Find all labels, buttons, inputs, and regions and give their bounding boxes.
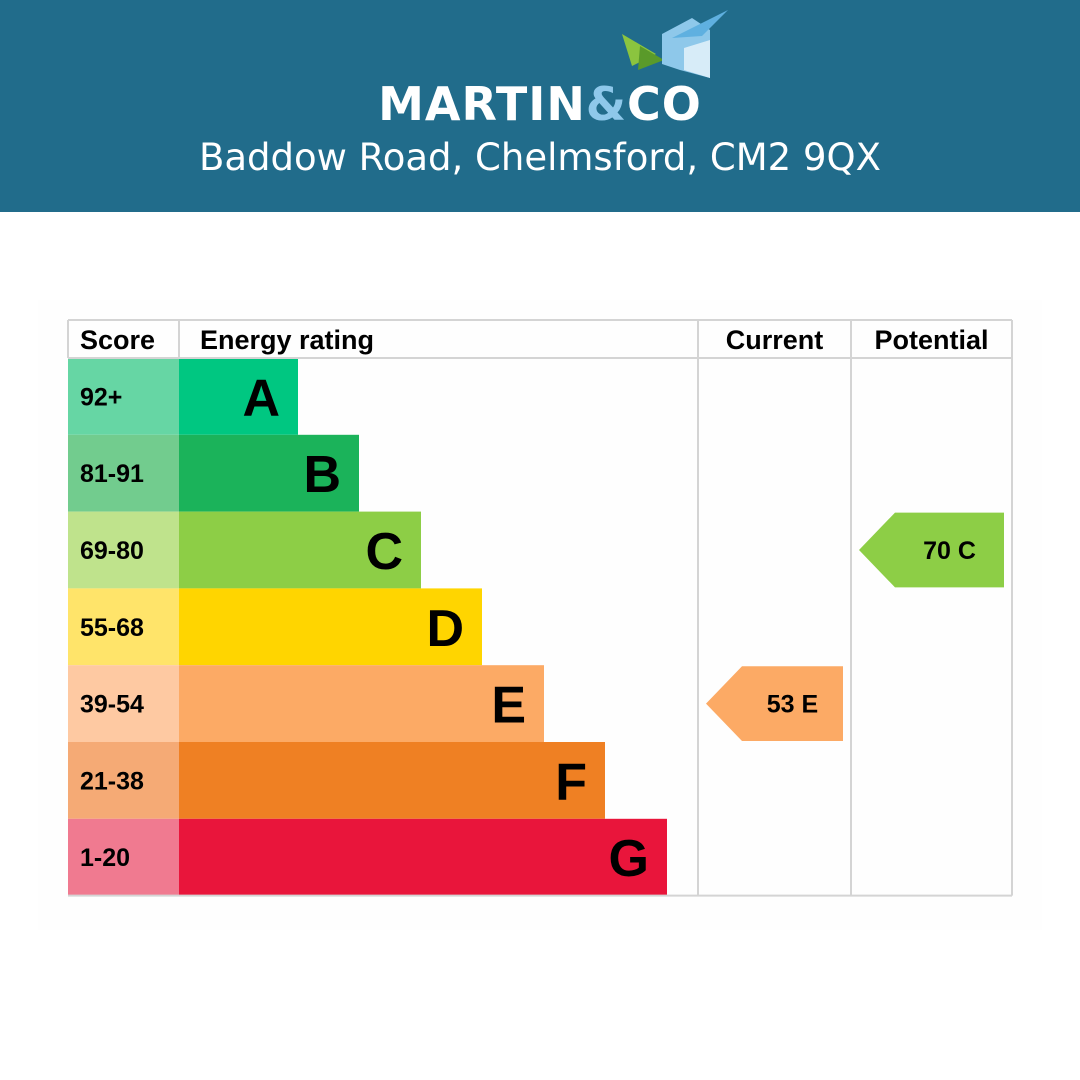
rating-letter-b: B — [303, 446, 341, 504]
rating-letter-g: G — [609, 830, 649, 888]
rating-letter-f: F — [555, 753, 587, 811]
column-header-energy-rating: Energy rating — [200, 325, 374, 355]
epc-chart: 92+ A 81-91 B 69-80 C 55-68 D 39-54 E 21-38 F 1-20 G S… — [38, 300, 1042, 930]
score-label-b: 81-91 — [80, 460, 144, 488]
brand-name: MARTIN — [378, 77, 586, 131]
score-cell-f — [68, 742, 179, 819]
score-label-a: 92+ — [80, 383, 122, 411]
rating-bar-a — [179, 358, 298, 435]
rating-letter-c: C — [365, 523, 403, 581]
rating-letter-a: A — [242, 369, 280, 427]
rating-bar-g — [179, 818, 667, 896]
column-header-score: Score — [80, 325, 155, 355]
score-cell-c — [68, 511, 179, 589]
score-label-d: 55-68 — [80, 614, 144, 642]
brand-logo: MARTIN&CO — [0, 76, 1080, 132]
rating-letter-e: E — [491, 677, 526, 735]
score-cell-a — [68, 358, 179, 435]
brand-ampersand: & — [585, 77, 627, 131]
current-rating-arrow — [706, 666, 843, 741]
column-header-current: Current — [726, 325, 824, 355]
epc-rating-graph: 92+ A 81-91 B 69-80 C 55-68 D 39-54 E 21-38 F 1-20 G S… — [67, 319, 1013, 897]
brand-suffix: CO — [626, 77, 702, 131]
score-label-f: 21-38 — [80, 767, 144, 795]
score-cell-g — [68, 818, 179, 896]
score-label-c: 69-80 — [80, 537, 144, 565]
house-logo-icon — [622, 10, 728, 78]
rating-bar-f — [179, 742, 605, 819]
rating-letter-d: D — [426, 600, 464, 658]
score-cell-b — [68, 434, 179, 512]
column-header-potential: Potential — [874, 325, 988, 355]
current-rating-label: 53 E — [767, 691, 818, 719]
potential-rating-arrow — [859, 512, 1004, 588]
rating-bar-e — [179, 665, 544, 742]
rating-bar-b — [179, 434, 359, 512]
score-label-g: 1-20 — [80, 844, 130, 872]
potential-rating-label: 70 C — [923, 537, 976, 565]
header-banner: MARTIN&CO Baddow Road, Chelmsford, CM2 9… — [0, 0, 1080, 212]
rating-bar-d — [179, 588, 482, 666]
rating-bar-c — [179, 511, 421, 589]
property-address: Baddow Road, Chelmsford, CM2 9QX — [198, 136, 881, 179]
score-label-e: 39-54 — [80, 691, 144, 719]
score-cell-d — [68, 588, 179, 666]
score-cell-e — [68, 665, 179, 742]
